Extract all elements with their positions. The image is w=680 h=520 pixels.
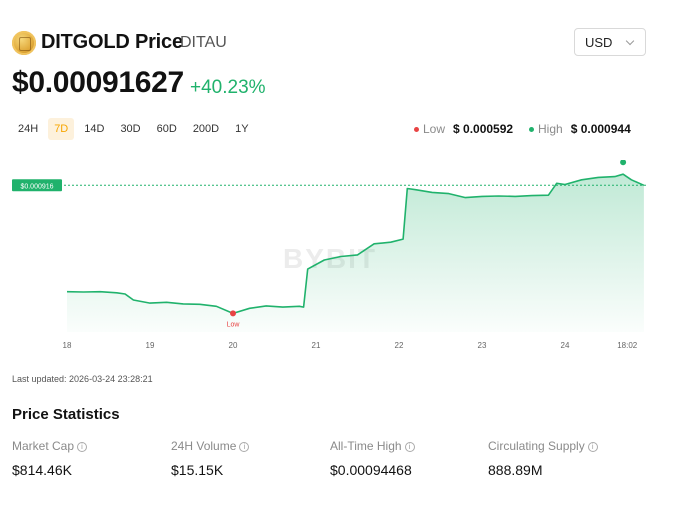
info-icon[interactable]: i	[77, 442, 88, 452]
x-tick-label: 23	[478, 341, 487, 350]
time-range-tabs: 24H 7D 14D 30D 60D 200D 1Y	[12, 118, 259, 140]
low-value: $ 0.000592	[453, 122, 514, 136]
stat-value-circulating-supply: 888.89M	[488, 462, 543, 478]
stat-label-text: Circulating Supply	[488, 439, 585, 453]
coin-name-title: DITGOLD Price	[41, 31, 183, 53]
tab-60d[interactable]: 60D	[156, 123, 177, 135]
stat-label-24h-volume: 24H Volume i	[171, 439, 250, 453]
currency-select[interactable]: USD	[574, 28, 646, 56]
low-summary: Low $ 0.000592	[414, 122, 513, 136]
tab-7d[interactable]: 7D	[48, 118, 75, 140]
x-tick-label: 18	[63, 341, 72, 350]
chevron-down-icon	[625, 36, 635, 46]
x-tick-label: 22	[395, 341, 404, 350]
info-icon[interactable]: i	[587, 442, 598, 452]
last-updated: Last updated: 2026-03-24 23:28:21	[12, 374, 153, 384]
stat-value-24h-volume: $15.15K	[171, 462, 224, 478]
price-line	[66, 173, 645, 315]
low-marker-label: Low	[227, 321, 241, 328]
low-dot-icon	[414, 127, 419, 133]
high-summary: High $ 0.000944	[529, 122, 631, 136]
info-icon[interactable]: i	[239, 442, 250, 452]
tab-1y[interactable]: 1Y	[235, 123, 249, 135]
current-price-tag	[12, 179, 62, 192]
tab-14d[interactable]: 14D	[84, 123, 105, 135]
price-area-fill	[67, 174, 644, 332]
stat-label-text: All-Time High	[330, 439, 402, 453]
stat-label-text: 24H Volume	[171, 439, 237, 453]
stat-value-all-time-high: $0.00094468	[330, 462, 412, 478]
current-price-tag-label: $0.000916	[20, 183, 53, 190]
tab-30d[interactable]: 30D	[120, 123, 141, 135]
price-statistics-title: Price Statistics	[12, 406, 120, 423]
high-label: High	[538, 122, 563, 136]
stat-label-circulating-supply: Circulating Supply i	[488, 439, 598, 453]
x-tick-label: 24	[561, 341, 570, 350]
x-tick-label: 21	[312, 341, 321, 350]
price-chart[interactable]: BYBIT$0.000916LowHigh1819202122232418:02	[0, 160, 680, 360]
current-price: $0.00091627	[12, 66, 184, 99]
x-tick-label: 19	[146, 341, 155, 350]
tab-24h[interactable]: 24H	[18, 123, 39, 135]
x-tick-label: 20	[229, 341, 238, 350]
currency-select-value: USD	[585, 35, 613, 50]
stat-value-market-cap: $814.46K	[12, 462, 72, 478]
low-marker	[230, 310, 236, 317]
price-change-percent: +40.23%	[190, 77, 266, 98]
high-marker	[620, 160, 627, 166]
info-icon[interactable]: i	[404, 442, 415, 452]
tab-200d[interactable]: 200D	[192, 123, 220, 135]
low-label: Low	[423, 122, 446, 136]
stat-label-text: Market Cap	[12, 439, 75, 453]
coin-logo-icon	[12, 31, 36, 55]
coin-ticker: DITAU	[180, 34, 227, 51]
stat-label-all-time-high: All-Time High i	[330, 439, 415, 453]
x-tick-label: 18:02	[617, 341, 638, 350]
high-value: $ 0.000944	[570, 122, 631, 136]
stat-label-market-cap: Market Cap i	[12, 439, 88, 453]
high-dot-icon	[529, 127, 534, 133]
